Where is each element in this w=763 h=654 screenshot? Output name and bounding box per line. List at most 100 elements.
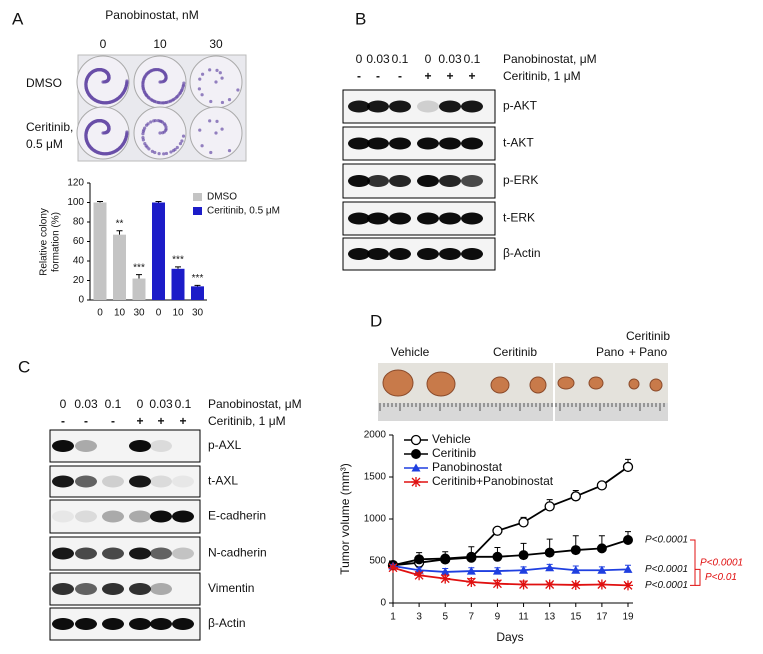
colony: [125, 79, 129, 83]
blot-label: N-cadherin: [208, 546, 267, 560]
band: [389, 212, 411, 225]
error-bar: [97, 201, 103, 203]
colony: [171, 98, 175, 102]
band: [52, 583, 74, 595]
band: [461, 248, 483, 260]
row-label: 0.5 μM: [26, 137, 63, 151]
marker: [544, 579, 555, 590]
colony: [200, 144, 204, 148]
marker: [492, 551, 503, 562]
x-tick-label: 11: [518, 612, 529, 623]
colony: [85, 78, 89, 82]
colony: [227, 97, 232, 102]
marker: [492, 566, 502, 575]
marker: [466, 566, 476, 575]
colony: [85, 87, 89, 92]
colony: [162, 152, 166, 156]
treatment-label: Panobinostat, μM: [503, 52, 597, 66]
colony: [157, 152, 161, 156]
band: [348, 248, 370, 260]
ceritinib-sign: -: [376, 69, 380, 83]
x-tick-label: 0: [156, 308, 162, 319]
p-value: P<0.0001: [645, 535, 688, 546]
blot-label: p-AXL: [208, 438, 242, 452]
colony: [90, 70, 94, 75]
y-tick-label: 1000: [364, 514, 387, 525]
colony: [149, 69, 153, 73]
band: [129, 475, 151, 488]
colony: [208, 119, 212, 123]
colony: [153, 118, 158, 123]
x-tick-label: 30: [133, 308, 145, 319]
bar: [113, 234, 126, 300]
x-tick-label: 5: [442, 612, 448, 623]
marker: [440, 573, 451, 584]
marker: [414, 570, 425, 581]
band: [367, 175, 389, 187]
marker: [519, 565, 529, 574]
dose-label: 0.1: [392, 52, 409, 66]
x-tick-label: 17: [596, 612, 608, 623]
panel-label: D: [370, 311, 382, 330]
marker: [596, 480, 608, 491]
tumor: [490, 376, 510, 394]
band: [389, 100, 411, 113]
tumor: [628, 378, 640, 390]
marker: [570, 491, 581, 502]
x-tick-label: 10: [114, 308, 126, 319]
legend-label: Ceritinib, 0.5 μM: [207, 206, 280, 217]
band: [52, 547, 74, 560]
bar: [171, 268, 185, 300]
colony: [88, 93, 92, 97]
marker: [466, 577, 477, 587]
band: [417, 137, 439, 150]
marker: [623, 564, 633, 573]
marker: [545, 563, 555, 572]
colony: [208, 68, 212, 72]
colony: [121, 91, 125, 96]
x-tick-label: 7: [469, 612, 475, 623]
marker: [623, 580, 633, 591]
panel-label: B: [355, 9, 366, 28]
colony: [178, 142, 183, 146]
colony: [93, 98, 97, 102]
x-tick-label: 13: [544, 612, 556, 623]
colony: [174, 95, 179, 99]
band: [417, 175, 439, 187]
colony: [146, 122, 150, 126]
colony: [108, 100, 112, 104]
dose-label: 0.1: [175, 397, 192, 411]
band: [75, 510, 97, 523]
x-tick-label: 19: [622, 612, 634, 623]
treatment-label: Ceritinib, 1 μM: [503, 69, 581, 83]
legend-label: DMSO: [207, 192, 237, 203]
colony: [161, 101, 165, 105]
dose-label: 0.03: [74, 397, 98, 411]
marker: [623, 535, 633, 545]
band: [389, 175, 411, 187]
band: [52, 618, 74, 630]
band: [129, 510, 151, 523]
marker: [570, 545, 581, 556]
colony: [150, 149, 154, 153]
marker: [466, 551, 477, 562]
colony: [94, 68, 98, 72]
y-axis-label: formation (%): [51, 212, 62, 272]
band: [129, 618, 151, 630]
band: [102, 510, 124, 523]
colony: [209, 99, 213, 104]
colony: [88, 144, 92, 148]
colony: [117, 95, 122, 99]
ceritinib-sign: -: [84, 414, 88, 428]
marker: [410, 434, 422, 446]
dose-label: 0: [137, 397, 144, 411]
marker: [492, 525, 503, 536]
band: [348, 212, 370, 225]
band: [102, 547, 124, 560]
marker: [622, 461, 634, 473]
colony: [115, 97, 119, 101]
band: [75, 547, 97, 560]
band: [75, 583, 97, 595]
band: [172, 547, 194, 560]
row-label: DMSO: [26, 76, 62, 90]
